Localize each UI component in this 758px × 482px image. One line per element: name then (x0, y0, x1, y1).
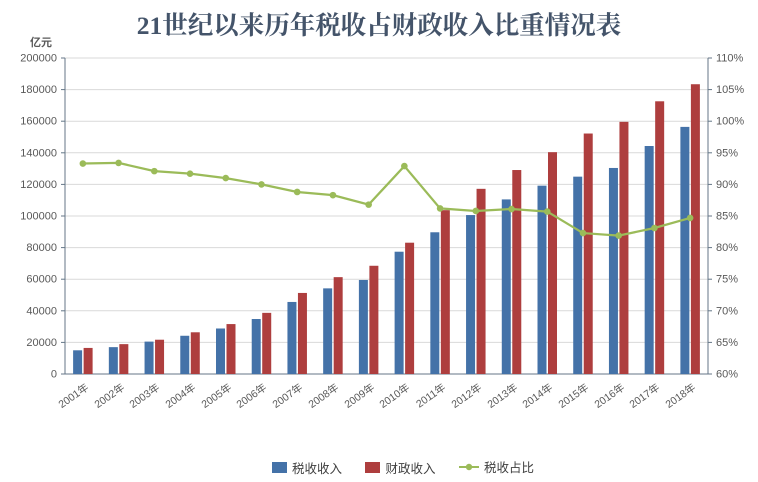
svg-text:65%: 65% (716, 337, 738, 349)
svg-text:80%: 80% (716, 242, 738, 254)
svg-text:110%: 110% (716, 53, 744, 65)
svg-text:70%: 70% (716, 305, 738, 317)
svg-text:160000: 160000 (20, 116, 57, 128)
svg-text:75%: 75% (716, 274, 738, 286)
svg-text:80000: 80000 (26, 242, 57, 254)
svg-text:85%: 85% (716, 211, 738, 223)
svg-text:40000: 40000 (26, 305, 57, 317)
svg-text:20000: 20000 (26, 337, 57, 349)
svg-text:100000: 100000 (20, 211, 57, 223)
svg-text:0: 0 (51, 369, 57, 381)
svg-text:90%: 90% (716, 179, 738, 191)
svg-text:95%: 95% (716, 147, 738, 159)
svg-text:200000: 200000 (20, 53, 57, 65)
svg-text:60000: 60000 (26, 274, 57, 286)
svg-text:105%: 105% (716, 84, 744, 96)
svg-text:180000: 180000 (20, 84, 57, 96)
svg-text:120000: 120000 (20, 179, 57, 191)
svg-text:140000: 140000 (20, 147, 57, 159)
svg-text:100%: 100% (716, 116, 744, 128)
svg-text:60%: 60% (716, 369, 738, 381)
